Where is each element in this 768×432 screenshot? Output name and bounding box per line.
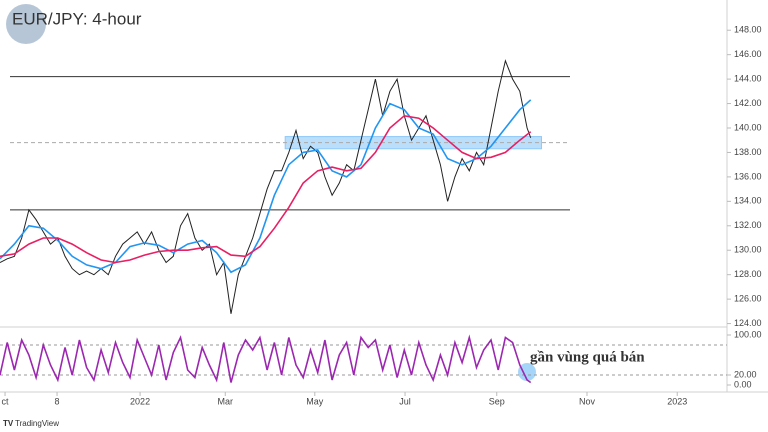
y-tick-label: 124.00	[734, 318, 762, 328]
highlight-circle	[518, 363, 536, 381]
x-tick-label: Jul	[399, 396, 411, 406]
x-tick-label: Sep	[489, 396, 505, 406]
x-tick-label: 2023	[667, 396, 687, 406]
x-tick-label: May	[306, 396, 324, 406]
y-tick-label: 146.00	[734, 49, 762, 59]
x-tick-label: Mar	[218, 396, 234, 406]
x-tick-label: 2022	[130, 396, 150, 406]
y-tick-label: 148.00	[734, 25, 762, 35]
price-line	[0, 114, 532, 264]
footer: TradingView	[15, 419, 59, 428]
y-tick-label: 130.00	[734, 245, 762, 255]
osc-tick-label: 0.00	[734, 379, 752, 389]
x-tick-label: ct	[2, 396, 10, 406]
chart-title: EUR/JPY: 4-hour	[12, 9, 142, 28]
x-tick-label: Nov	[579, 396, 596, 406]
y-tick-label: 140.00	[734, 122, 762, 132]
annotation: gần vùng quá bán	[530, 349, 645, 365]
y-tick-label: 138.00	[734, 147, 762, 157]
y-tick-label: 134.00	[734, 196, 762, 206]
x-tick-label: 8	[55, 396, 60, 406]
y-tick-label: 142.00	[734, 98, 762, 108]
osc-tick-label: 100.00	[734, 329, 762, 339]
osc-tick-label: 20.00	[734, 369, 757, 379]
y-tick-label: 144.00	[734, 73, 762, 83]
y-tick-label: 132.00	[734, 220, 762, 230]
oscillator-line	[0, 334, 532, 384]
price-line	[0, 99, 532, 274]
price-line	[0, 59, 532, 314]
y-tick-label: 136.00	[734, 171, 762, 181]
logo	[6, 4, 46, 44]
y-tick-label: 128.00	[734, 269, 762, 279]
footer-logo: TV	[3, 419, 14, 428]
y-tick-label: 126.00	[734, 293, 762, 303]
